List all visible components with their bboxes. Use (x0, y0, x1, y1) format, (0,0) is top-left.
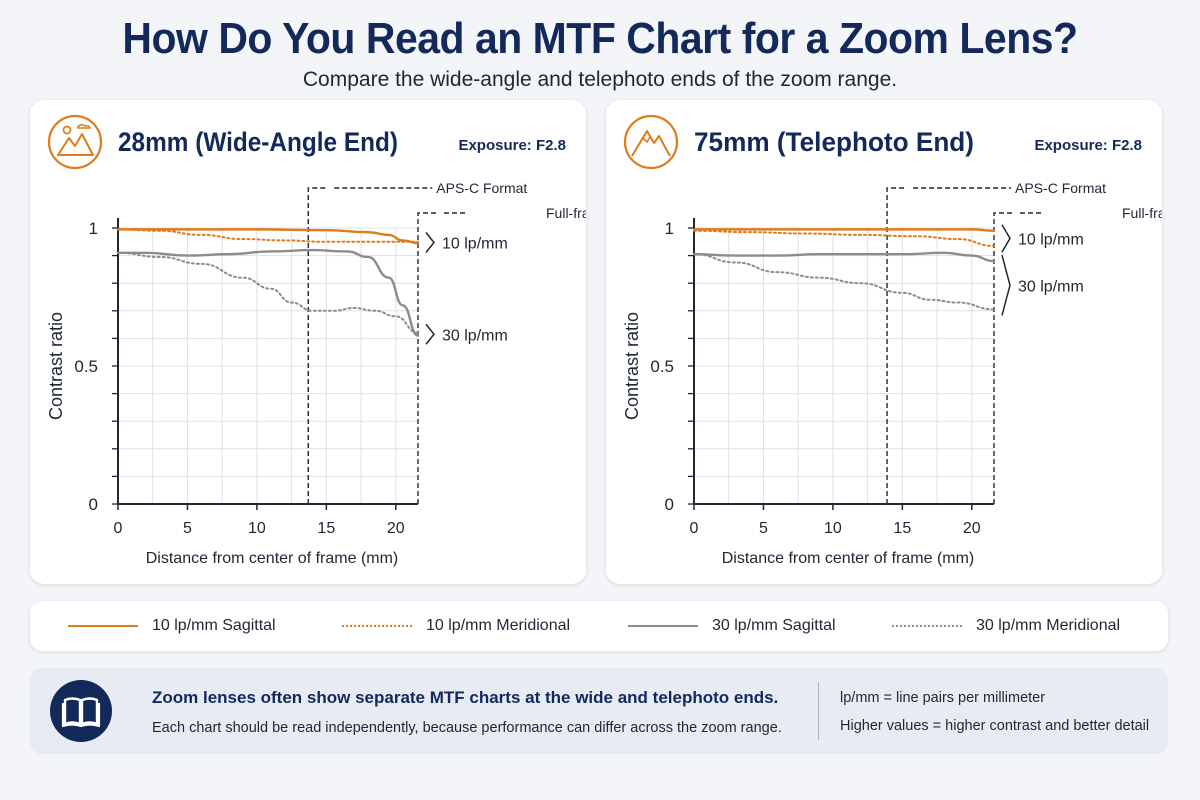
group-label: 10 lp/mm (1018, 231, 1084, 248)
y-tick-label: 0 (89, 495, 98, 514)
y-axis-label: Contrast ratio (622, 312, 642, 420)
group-bracket (1001, 254, 1011, 316)
format-marker-label: Full-frame Format (546, 205, 586, 221)
page-subtitle: Compare the wide-angle and telephoto end… (302, 68, 898, 91)
x-tick-label: 10 (248, 520, 266, 537)
series-line-30-lp-mm-meridional (693, 253, 995, 311)
group-bracket (1001, 224, 1011, 253)
legend-swatch (342, 625, 412, 627)
series-line-30-lp-mm-sagittal (116, 248, 420, 337)
y-tick-label: 0 (665, 495, 674, 514)
exposure-label: Exposure: F2.8 (1034, 137, 1142, 154)
mountain-peak-icon (623, 114, 679, 170)
x-axis-label: Distance from center of frame (mm) (146, 550, 399, 567)
x-tick-label: 0 (114, 520, 123, 537)
y-tick-label: 1 (89, 219, 98, 238)
note-definition-higher: Higher values = higher contrast and bett… (840, 718, 1150, 734)
format-marker (993, 212, 1042, 504)
note-definition-lpmm: lp/mm = line pairs per millimeter (840, 690, 1046, 706)
legend-item-30-sagittal: 30 lp/mm Sagittal (628, 601, 836, 651)
format-marker (307, 187, 433, 504)
info-note: Zoom lenses often show separate MTF char… (30, 668, 1168, 754)
series-line-10-lp-mm-sagittal (116, 228, 420, 245)
legend-item-30-meridional: 30 lp/mm Meridional (892, 601, 1120, 651)
legend-swatch (68, 625, 138, 627)
x-tick-label: 20 (387, 520, 405, 537)
y-axis-label: Contrast ratio (46, 312, 66, 420)
legend-label: 30 lp/mm Sagittal (712, 617, 836, 634)
group-label: 30 lp/mm (442, 327, 508, 344)
y-tick-label: 0.5 (74, 357, 98, 376)
chart-panel-tele: 75mm (Telephoto End) Exposure: F2.8 0 5 10 15… (606, 100, 1162, 584)
open-book-icon (50, 680, 112, 742)
x-tick-label: 15 (317, 520, 335, 537)
page-title: How Do You Read an MTF Chart for a Zoom … (122, 14, 1078, 63)
legend: 10 lp/mm Sagittal 10 lp/mm Meridional 30… (30, 601, 1168, 651)
group-bracket (425, 323, 435, 345)
group-bracket (425, 232, 435, 253)
series-line-10-lp-mm-meridional (117, 228, 419, 243)
y-tick-label: 0.5 (650, 357, 674, 376)
note-body: Each chart should be read independently,… (152, 720, 782, 736)
note-divider (818, 682, 819, 740)
legend-swatch (628, 625, 698, 627)
panel-title: 28mm (Wide-Angle End) (118, 127, 398, 157)
x-tick-label: 5 (183, 520, 192, 537)
note-headline: Zoom lenses often show separate MTF char… (152, 688, 779, 707)
x-tick-label: 10 (824, 520, 842, 537)
series-line-30-lp-mm-sagittal (692, 251, 996, 263)
y-tick-label: 1 (665, 219, 674, 238)
legend-swatch (892, 625, 962, 627)
legend-label: 30 lp/mm Meridional (976, 617, 1121, 634)
series-line-10-lp-mm-meridional (693, 229, 995, 247)
format-marker-label: APS-C Format (436, 180, 527, 196)
mtf-chart-wide: 28mm (Wide-Angle End) Exposure: F2.80 5 10 1… (46, 114, 586, 567)
series-line-30-lp-mm-meridional (117, 251, 419, 334)
panel-title: 75mm (Telephoto End) (694, 127, 974, 157)
chart-panel-wide: 28mm (Wide-Angle End) Exposure: F2.8 0 5 10 1… (30, 100, 586, 584)
format-marker-label: APS-C Format (1015, 180, 1106, 196)
format-marker (417, 212, 466, 504)
legend-label: 10 lp/mm Sagittal (152, 617, 276, 634)
x-tick-label: 5 (759, 520, 768, 537)
legend-label: 10 lp/mm Meridional (426, 617, 571, 634)
format-marker-label: Full-frame Format (1122, 205, 1162, 221)
group-label: 30 lp/mm (1018, 278, 1084, 295)
landscape-mountains-icon (47, 114, 103, 170)
x-axis-label: Distance from center of frame (mm) (722, 550, 975, 567)
x-tick-label: 0 (690, 520, 699, 537)
x-tick-label: 15 (893, 520, 911, 537)
group-label: 10 lp/mm (442, 235, 508, 252)
legend-item-10-sagittal: 10 lp/mm Sagittal (68, 601, 276, 651)
legend-item-10-meridional: 10 lp/mm Meridional (342, 601, 570, 651)
exposure-label: Exposure: F2.8 (458, 137, 566, 154)
series-line-10-lp-mm-sagittal (692, 228, 996, 232)
x-tick-label: 20 (963, 520, 981, 537)
format-marker (886, 187, 1012, 504)
mtf-chart-tele: 75mm (Telephoto End) Exposure: F2.80 5 10 15… (622, 114, 1162, 567)
